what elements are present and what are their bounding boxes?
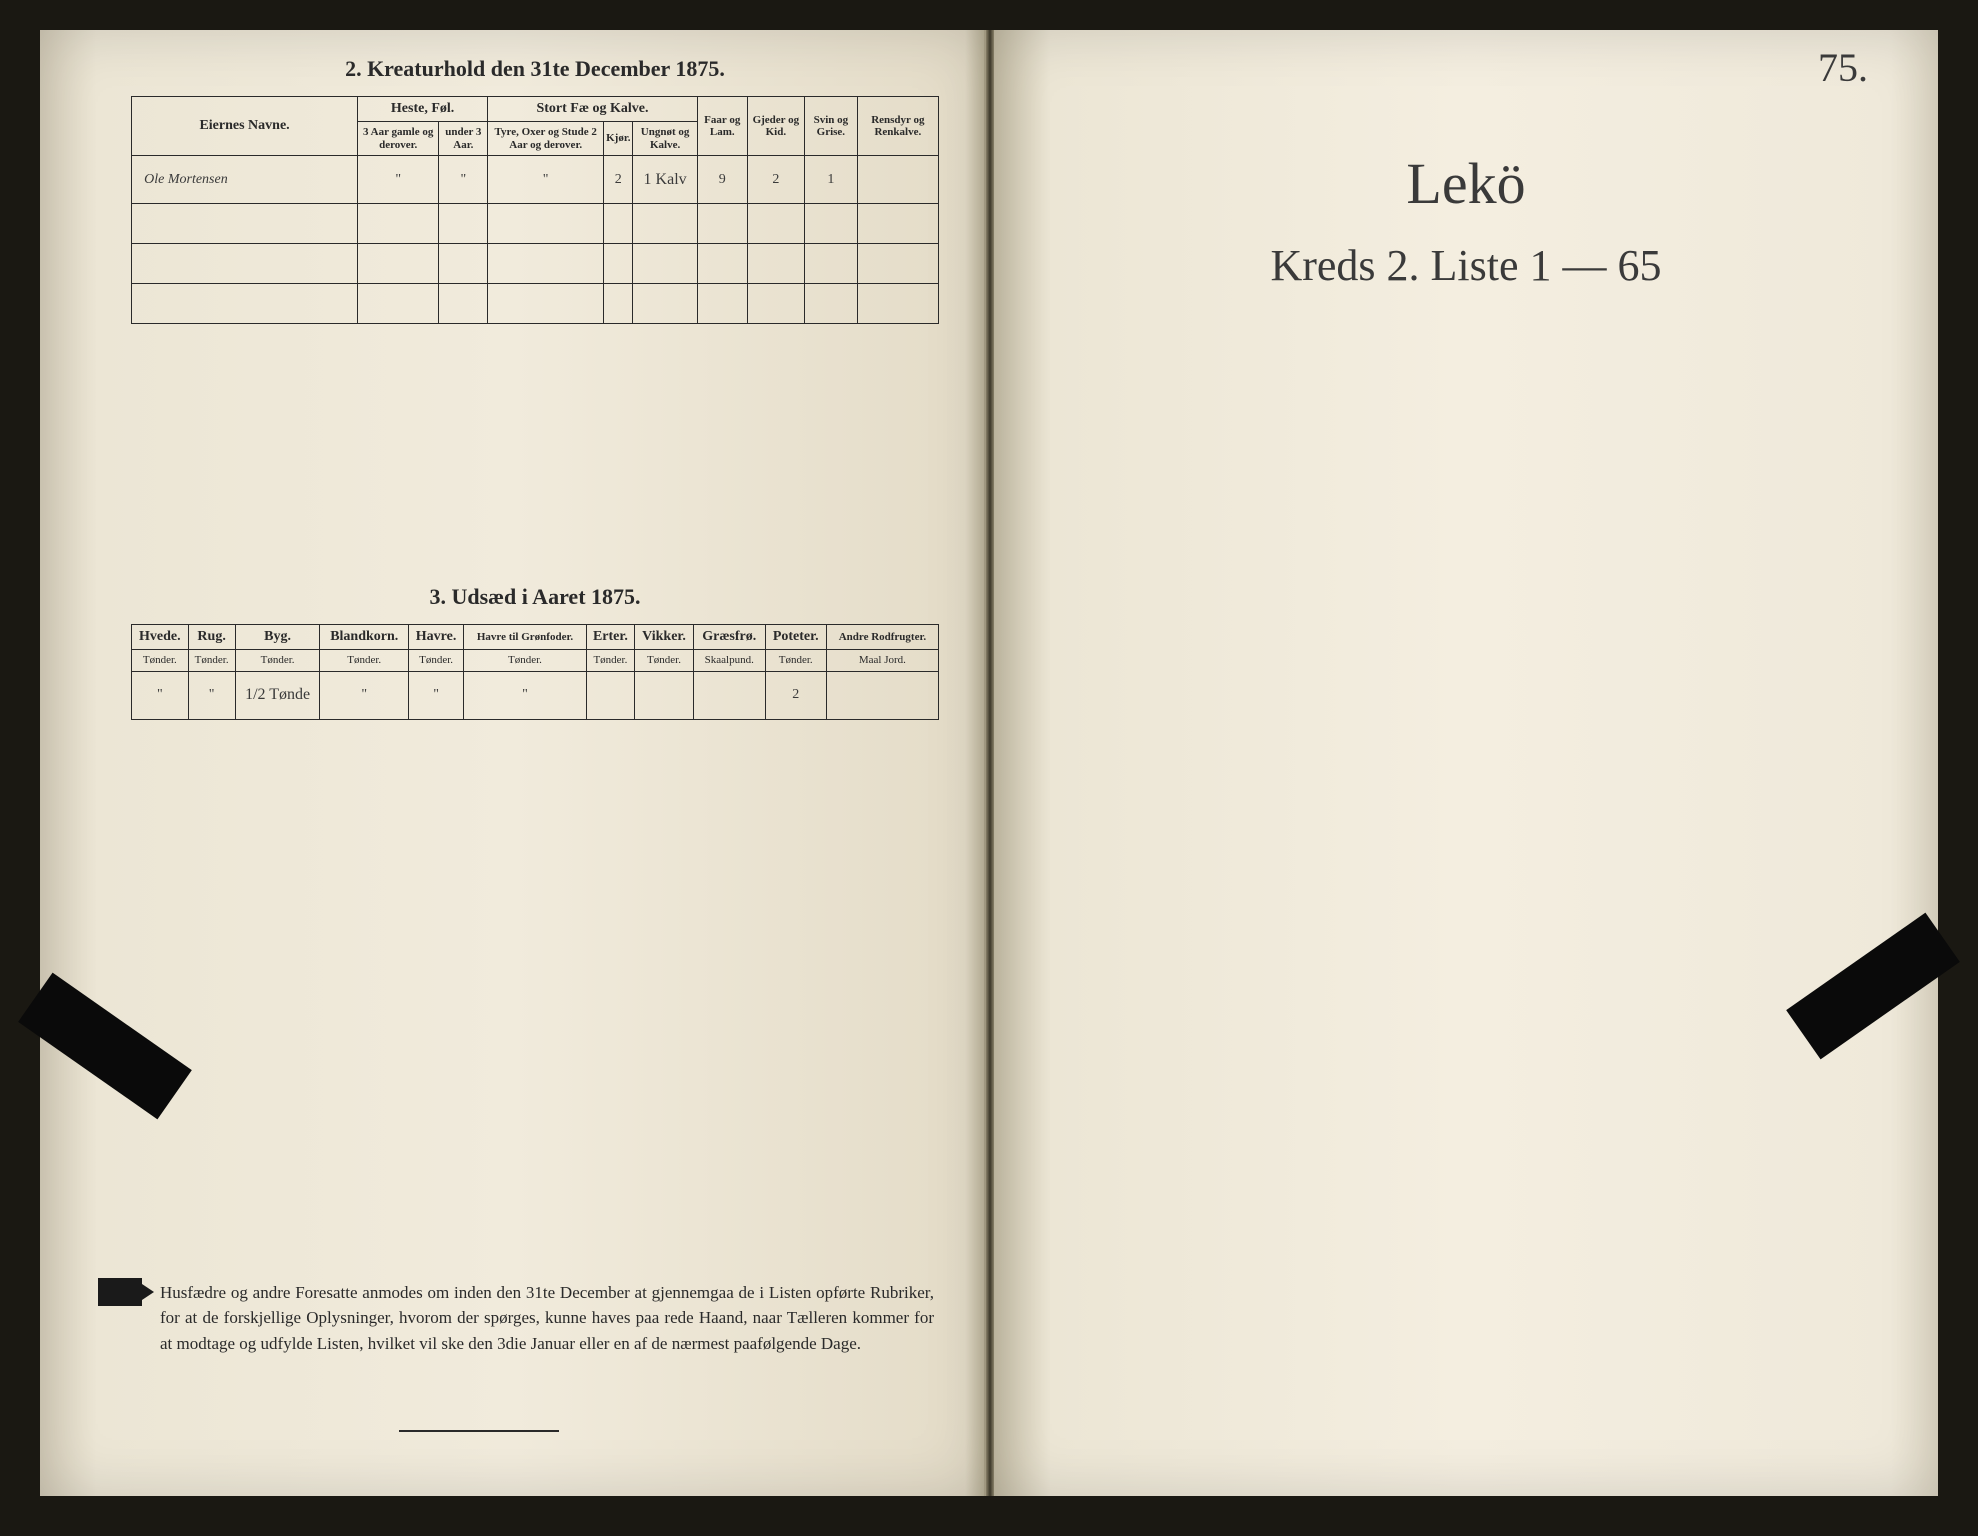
cell-goats: 2 [747,156,804,204]
unit: Tønder. [320,650,409,672]
col-graesfro: Græsfrø. [694,625,766,650]
col-havre-gronf: Havre til Grønfoder. [464,625,587,650]
cell-c-young: 1 Kalv [633,156,697,204]
left-page: 2. Kreaturhold den 31te December 1875. E… [40,30,986,1496]
open-book: 2. Kreaturhold den 31te December 1875. E… [40,30,1938,1496]
unit: Tønder. [586,650,634,672]
cell-erter [586,671,634,719]
table-row: Ole Mortensen " " " 2 1 Kalv 9 2 1 [132,156,939,204]
cell-byg: 1/2 Tønde [235,671,320,719]
left-page-content: 2. Kreaturhold den 31te December 1875. E… [96,56,974,720]
col-byg: Byg. [235,625,320,650]
col-reindeer: Rensdyr og Renkalve. [857,97,938,156]
unit: Tønder. [464,650,587,672]
col-horses-over3: 3 Aar gamle og derover. [358,122,439,156]
table-row-empty [132,244,939,284]
cell-h-under3: " [439,156,488,204]
section-subheading: Kreds 2. Liste 1 — 65 [994,240,1938,291]
cell-hvede: " [132,671,188,719]
table-udsaed: 3. Udsæd i Aaret 1875. Hvede. Rug. Byg. … [96,584,974,720]
table-kreaturhold: 2. Kreaturhold den 31te December 1875. E… [96,56,974,324]
unit: Tønder. [635,650,694,672]
cell-havre: " [408,671,463,719]
cell-pigs: 1 [804,156,857,204]
table2-title: 2. Kreaturhold den 31te December 1875. [96,56,974,82]
sowing-table: Hvede. Rug. Byg. Blandkorn. Havre. Havre… [131,624,939,720]
table-row-empty [132,284,939,324]
col-blandkorn: Blandkorn. [320,625,409,650]
col-horses-under3: under 3 Aar. [439,122,488,156]
table-row-empty [132,204,939,244]
footer-text: Husfædre og andre Foresatte anmodes om i… [160,1283,934,1353]
col-owners: Eiernes Navne. [132,97,358,156]
cell-andre [826,671,938,719]
unit: Tønder. [235,650,320,672]
livestock-table: Eiernes Navne. Heste, Føl. Stort Fæ og K… [131,96,939,324]
cell-c-cows: 2 [604,156,633,204]
page-number: 75. [1818,44,1868,91]
col-sheep: Faar og Lam. [697,97,747,156]
col-erter: Erter. [586,625,634,650]
cell-reindeer [857,156,938,204]
col-cattle-cows: Kjør. [604,122,633,156]
col-pigs: Svin og Grise. [804,97,857,156]
col-goats: Gjeder og Kid. [747,97,804,156]
unit: Tønder. [408,650,463,672]
bottom-rule [399,1430,559,1432]
cell-sheep: 9 [697,156,747,204]
col-horses: Heste, Føl. [358,97,488,122]
cell-blandkorn: " [320,671,409,719]
cell-c-bulls: " [488,156,604,204]
cell-rug: " [188,671,235,719]
cell-vikker [635,671,694,719]
cell-poteter: 2 [765,671,826,719]
cell-havre-gronf: " [464,671,587,719]
unit: Maal Jord. [826,650,938,672]
table2-bottom-rule [131,323,939,324]
pointing-hand-icon [98,1278,142,1306]
page-clip-left [18,973,192,1120]
col-vikker: Vikker. [635,625,694,650]
col-cattle: Stort Fæ og Kalve. [488,97,698,122]
unit: Tønder. [132,650,188,672]
section-heading: Lekö [994,150,1938,217]
col-cattle-bulls: Tyre, Oxer og Stude 2 Aar og derover. [488,122,604,156]
col-andre: Andre Rodfrugter. [826,625,938,650]
table3-title: 3. Udsæd i Aaret 1875. [96,584,974,610]
unit: Tønder. [188,650,235,672]
right-page: 75. Lekö Kreds 2. Liste 1 — 65 [994,30,1938,1496]
cell-graesfro [694,671,766,719]
cell-h-over3: " [358,156,439,204]
footer-instruction: Husfædre og andre Foresatte anmodes om i… [160,1280,934,1357]
col-hvede: Hvede. [132,625,188,650]
page-clip-right [1786,913,1960,1060]
unit: Tønder. [765,650,826,672]
col-havre: Havre. [408,625,463,650]
unit: Skaalpund. [694,650,766,672]
table-row: " " 1/2 Tønde " " " 2 [132,671,939,719]
cell-owner: Ole Mortensen [132,156,358,204]
col-poteter: Poteter. [765,625,826,650]
book-spine [986,30,994,1496]
col-cattle-young: Ungnøt og Kalve. [633,122,697,156]
col-rug: Rug. [188,625,235,650]
